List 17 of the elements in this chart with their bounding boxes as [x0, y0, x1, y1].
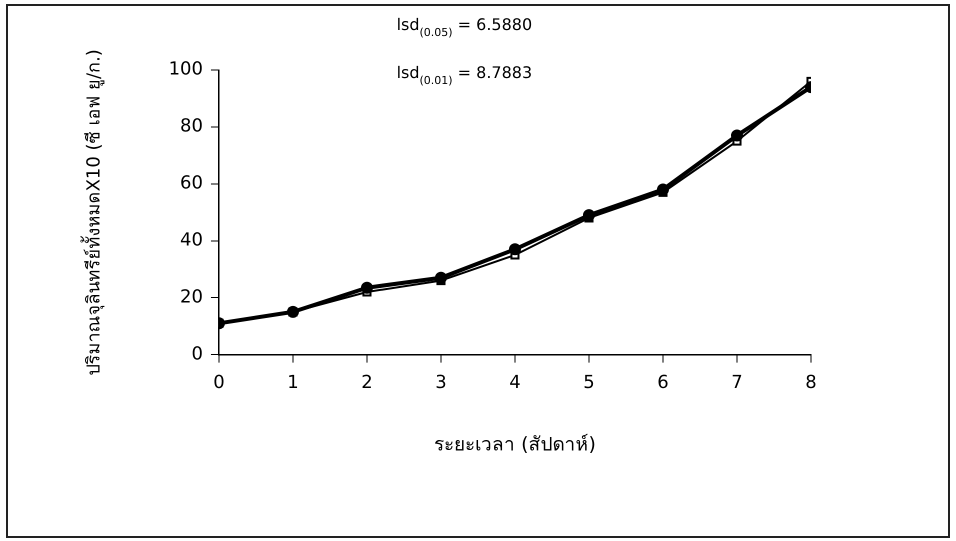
x-tick-label: 7: [731, 372, 743, 394]
y-tick-label: 40: [180, 229, 203, 250]
x-tick-label: 8: [805, 372, 817, 394]
x-tick-label: 1: [287, 372, 299, 394]
x-axis-title: ระยะเวลา (สัปดาห์): [434, 434, 596, 456]
x-tick-label: 4: [509, 372, 521, 394]
x-tick-label: 2: [361, 372, 373, 394]
y-tick-label: 20: [180, 286, 203, 308]
y-tick-label: 100: [168, 58, 203, 80]
y-tick-label: 0: [192, 343, 203, 364]
y-tick-label: 80: [180, 116, 203, 137]
x-tick-label: 5: [583, 372, 595, 394]
y-tick-label: 60: [180, 172, 203, 194]
x-tick-label: 0: [213, 372, 225, 394]
x-tick-label: 6: [657, 372, 669, 394]
y-axis-title: ปริมาณจุลินทรีย์ทั้งหมดX10 (ซี เอฟ ยู/ก.): [80, 49, 104, 376]
x-tick-label: 3: [435, 372, 447, 394]
